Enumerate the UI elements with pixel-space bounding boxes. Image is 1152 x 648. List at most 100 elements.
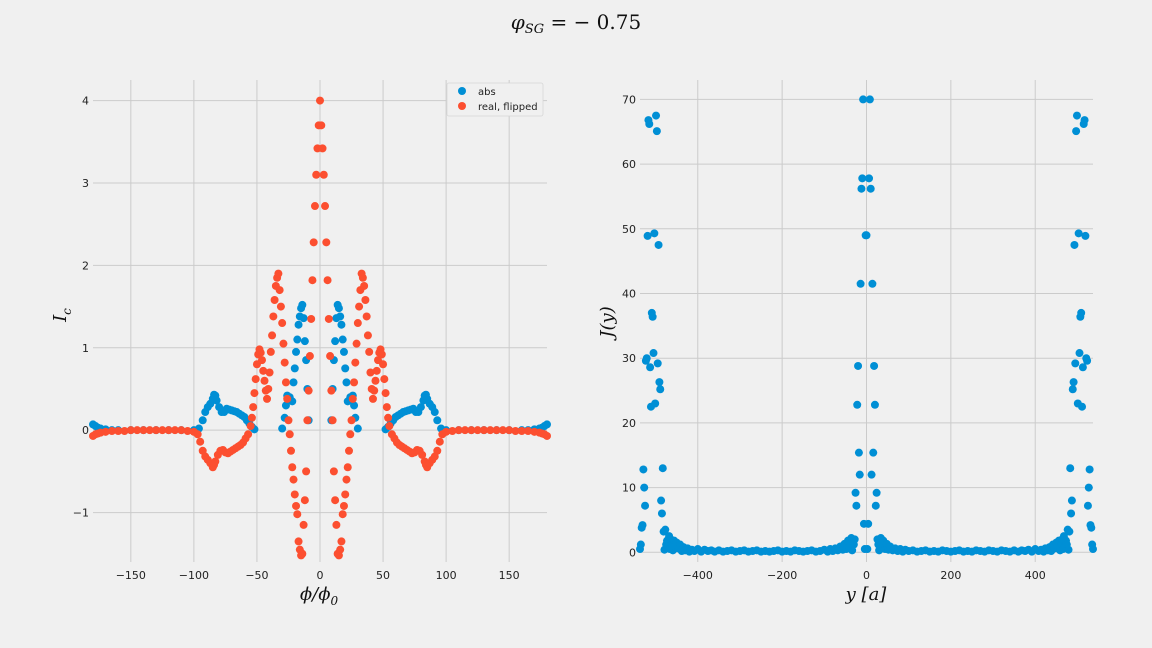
right-plot-ylabel: J(y): [597, 306, 618, 341]
data-point: [648, 312, 657, 321]
data-point: [868, 279, 877, 288]
left-plot-xlabel-main: ϕ/ϕ: [300, 584, 331, 605]
data-point: [164, 426, 173, 435]
y-tick-label: 0: [82, 424, 89, 437]
data-point: [327, 386, 336, 395]
x-tick-label: −400: [683, 569, 713, 582]
y-tick-label: 60: [622, 158, 636, 171]
y-tick-label: 70: [622, 93, 636, 106]
figure-title-subscript: SG: [525, 22, 544, 37]
data-point: [350, 378, 359, 387]
data-point: [328, 416, 337, 425]
data-point: [1087, 523, 1096, 532]
data-point: [265, 368, 274, 377]
data-point: [867, 470, 876, 479]
data-point: [652, 111, 661, 120]
data-point: [308, 276, 317, 285]
data-point: [303, 416, 312, 425]
left-plot-ylabel-sub: c: [60, 308, 74, 315]
data-point: [442, 427, 451, 436]
y-tick-label: 2: [82, 259, 89, 272]
data-point: [864, 519, 873, 528]
data-point: [312, 170, 321, 179]
left-plot-xlabel: ϕ/ϕ0: [300, 584, 339, 608]
x-tick-label: −100: [179, 569, 209, 582]
data-point: [638, 521, 647, 530]
data-point: [212, 396, 221, 405]
data-point: [855, 470, 864, 479]
data-point: [343, 463, 352, 472]
right-plot-points: [636, 95, 1097, 556]
data-point: [101, 427, 110, 436]
data-point: [1066, 464, 1075, 473]
data-point: [661, 525, 670, 534]
data-point: [448, 426, 457, 435]
data-point: [858, 174, 867, 183]
data-point: [524, 426, 533, 435]
data-point: [658, 464, 667, 473]
data-point: [543, 420, 551, 429]
data-point: [435, 437, 444, 446]
left-plot-yticks: −1 0 1 2 3 4: [73, 95, 89, 520]
data-point: [384, 413, 393, 422]
data-point: [274, 269, 283, 278]
y-tick-label: 30: [622, 352, 636, 365]
data-point: [355, 302, 364, 311]
data-point: [334, 304, 343, 313]
data-point: [288, 463, 297, 472]
data-point: [198, 416, 207, 425]
data-point: [651, 399, 660, 408]
data-point: [158, 426, 167, 435]
legend-marker-real: [458, 102, 466, 110]
figure-title-symbol: φ: [511, 10, 525, 34]
data-point: [269, 312, 278, 321]
data-point: [290, 490, 299, 499]
data-point: [863, 545, 872, 554]
x-tick-label: −50: [245, 569, 268, 582]
data-point: [377, 350, 386, 359]
data-point: [275, 286, 284, 295]
data-point: [360, 281, 369, 290]
data-point: [133, 426, 142, 435]
data-point: [358, 273, 367, 282]
data-point: [339, 501, 348, 510]
y-tick-label: 3: [82, 177, 89, 190]
legend-label-abs: abs: [478, 87, 496, 98]
data-point: [865, 95, 874, 104]
data-point: [339, 347, 348, 356]
data-point: [365, 347, 374, 356]
data-point: [290, 364, 299, 373]
data-point: [211, 457, 220, 466]
data-point: [321, 202, 330, 211]
data-point: [289, 378, 298, 387]
data-point: [346, 430, 355, 439]
data-point: [293, 510, 302, 519]
data-point: [640, 483, 649, 492]
data-point: [859, 95, 868, 104]
data-point: [362, 312, 371, 321]
y-tick-label: −1: [73, 507, 89, 520]
data-point: [302, 467, 311, 476]
data-point: [329, 467, 338, 476]
data-point: [366, 368, 375, 377]
data-point: [872, 488, 881, 497]
data-point: [851, 488, 860, 497]
data-point: [543, 431, 551, 440]
data-point: [1080, 116, 1089, 125]
data-point: [869, 448, 878, 457]
data-point: [309, 238, 318, 247]
data-point: [260, 376, 269, 385]
data-point: [300, 337, 309, 346]
data-point: [289, 475, 298, 484]
data-point: [654, 240, 663, 249]
data-point: [338, 510, 347, 519]
data-point: [338, 335, 347, 344]
data-point: [1065, 527, 1074, 536]
data-point: [870, 361, 879, 370]
data-point: [299, 314, 308, 323]
data-point: [371, 376, 380, 385]
data-point: [636, 540, 645, 549]
data-point: [266, 347, 275, 356]
